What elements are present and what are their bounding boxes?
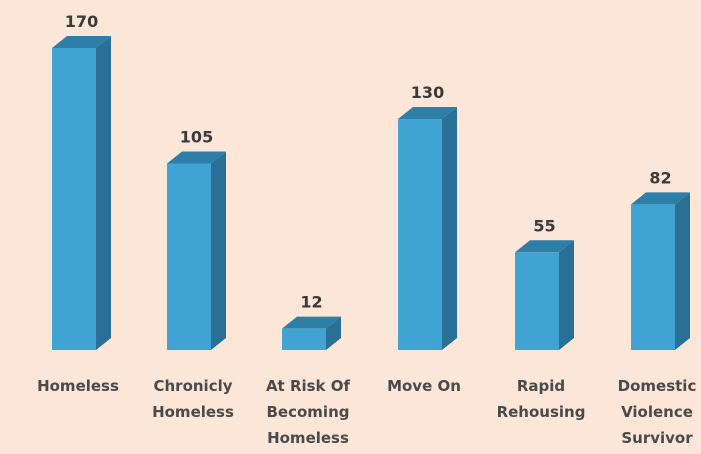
data-label: 130 <box>411 83 444 102</box>
category-label-line: Homeless <box>152 403 234 421</box>
bar-front-face <box>631 204 675 350</box>
bar-front-face <box>515 252 559 350</box>
data-label: 105 <box>180 127 213 146</box>
category-label-line: Chronicly <box>153 377 232 395</box>
bar-top-face <box>167 151 226 164</box>
category-label-line: Domestic <box>618 377 697 395</box>
category-label-line: Rehousing <box>497 403 586 421</box>
data-label: 82 <box>649 168 671 187</box>
bar <box>398 107 457 350</box>
bar <box>282 316 341 350</box>
bar <box>515 240 574 350</box>
bar-top-face <box>282 316 341 329</box>
category-label: Homeless <box>37 377 119 395</box>
bar-front-face <box>282 328 326 350</box>
category-label-line: Move On <box>387 377 461 395</box>
bar <box>167 151 226 350</box>
category-label: At Risk Of Becoming Homeless <box>266 377 351 447</box>
category-label: Move On <box>387 377 461 395</box>
category-label: Chronicly Homeless <box>152 377 234 421</box>
bar-side-face <box>211 151 226 350</box>
data-label: 55 <box>533 216 555 235</box>
category-label-line: Homeless <box>267 429 349 447</box>
bar-top-face <box>631 192 690 205</box>
category-label-line: Becoming <box>267 403 350 421</box>
data-label: 12 <box>300 293 322 312</box>
bar-side-face <box>559 240 574 350</box>
bar-side-face <box>96 36 111 350</box>
bar-top-face <box>398 107 457 120</box>
category-label-line: Rapid <box>517 377 565 395</box>
bar-front-face <box>167 163 211 350</box>
category-label-line: Survivor <box>621 429 693 447</box>
category-labels-group: Homeless Chronicly Homeless At Risk Of Becom… <box>37 377 696 447</box>
value-labels-group: 170 105 12 130 55 82 <box>65 12 672 312</box>
bar-side-face <box>326 316 341 350</box>
data-label: 170 <box>65 12 98 31</box>
category-label: Rapid Rehousing <box>497 377 586 421</box>
bar <box>631 192 690 350</box>
category-label-line: Homeless <box>37 377 119 395</box>
bar-top-face <box>52 36 111 48</box>
bar <box>52 36 111 350</box>
category-label: Domestic Violence Survivor <box>618 377 697 447</box>
bar-front-face <box>52 48 96 350</box>
bar-top-face <box>515 240 574 253</box>
bar-side-face <box>442 107 457 350</box>
category-label-line: At Risk Of <box>266 377 351 395</box>
bars-group <box>52 36 690 350</box>
category-label-line: Violence <box>621 403 693 421</box>
bar-side-face <box>675 192 690 350</box>
bar-front-face <box>398 119 442 350</box>
